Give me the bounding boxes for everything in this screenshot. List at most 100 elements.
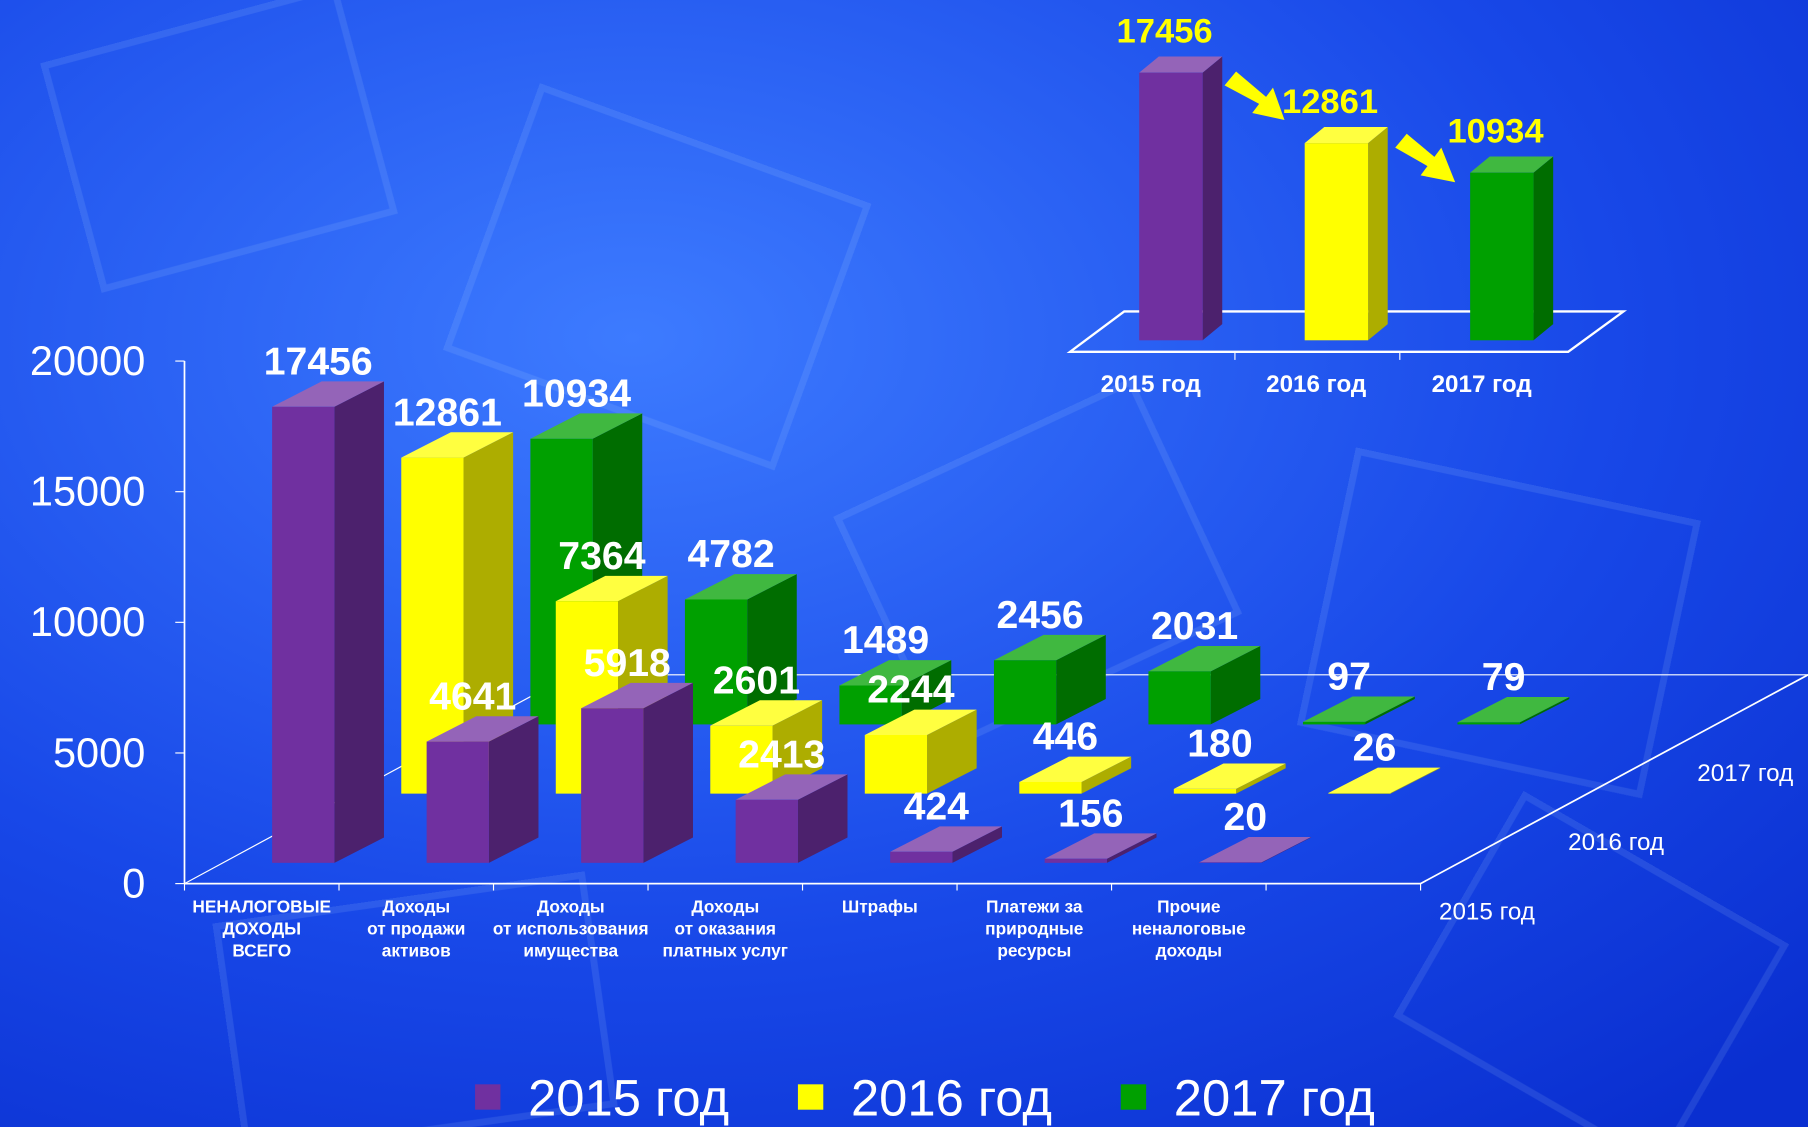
bar-side	[1236, 763, 1286, 794]
bar-side	[1210, 645, 1261, 725]
value-label: 7364	[558, 535, 645, 578]
x-tick-label: Доходы	[382, 896, 450, 916]
legend-swatch	[797, 1084, 824, 1110]
bar-front	[1139, 72, 1203, 341]
bar-front	[993, 660, 1057, 725]
value-label: 2413	[738, 733, 825, 776]
bar	[401, 432, 514, 794]
value-label: 26	[1353, 727, 1397, 770]
y-tick-label: 10000	[30, 598, 145, 645]
legend-label: 2017 год	[1174, 1069, 1375, 1126]
y-tick-label: 20000	[30, 337, 145, 384]
x-tick-label: от оказания	[675, 918, 777, 938]
bar-top	[1044, 833, 1157, 859]
bar	[1470, 156, 1554, 341]
bar-front	[1148, 671, 1211, 725]
x-tick-label: Платежи за	[986, 896, 1083, 916]
bar-top	[890, 826, 1003, 852]
value-label: 180	[1187, 723, 1252, 766]
bar-side	[1533, 156, 1554, 341]
inset-value-label: 12861	[1282, 83, 1378, 121]
bar	[1044, 833, 1157, 863]
x-tick-label: природные	[985, 918, 1084, 938]
value-label: 2244	[867, 669, 954, 712]
bar-top	[1328, 767, 1441, 793]
bar	[890, 826, 1003, 863]
bar-front	[1328, 792, 1391, 794]
value-label: 4641	[429, 675, 516, 718]
bar-top	[555, 575, 668, 602]
bar	[272, 381, 384, 863]
value-label: 17456	[264, 340, 373, 383]
bar-side	[952, 826, 1003, 863]
bar-front	[710, 725, 773, 794]
depth-label: 2016 год	[1568, 829, 1664, 856]
bar-top	[1470, 156, 1554, 173]
bar-side	[1202, 56, 1223, 341]
bar-top	[710, 700, 823, 726]
bar-top	[426, 716, 539, 742]
bar	[426, 716, 539, 863]
depth-label: 2017 год	[1697, 760, 1793, 787]
bar	[1148, 645, 1261, 725]
bar-front	[839, 685, 902, 725]
bar	[993, 634, 1106, 725]
bar-front	[1304, 143, 1369, 341]
bar-side	[901, 660, 952, 725]
value-label: 12861	[393, 391, 502, 434]
x-tick-label: от продажи	[367, 918, 465, 938]
trend-arrows	[1224, 71, 1456, 183]
x-tick-label: платных услуг	[663, 940, 788, 960]
value-label: 2601	[713, 659, 800, 702]
value-label: 156	[1058, 792, 1123, 835]
value-label: 10934	[522, 372, 631, 415]
bar	[710, 700, 823, 794]
bar-front	[1302, 721, 1366, 725]
bar-top	[1457, 696, 1570, 723]
bar	[1457, 696, 1570, 725]
x-tick-label: Доходы	[691, 896, 759, 916]
bar-side	[463, 432, 514, 794]
bar	[1139, 56, 1223, 341]
bar-front	[684, 599, 748, 725]
bar-front	[1457, 722, 1520, 725]
inset-floor	[1066, 310, 1628, 353]
bar-side	[747, 574, 797, 725]
bar	[1173, 763, 1286, 794]
bar	[1019, 756, 1132, 794]
inset-x-label: 2016 год	[1266, 371, 1366, 398]
bar	[735, 774, 848, 863]
bar-side	[797, 774, 848, 863]
bar-top	[1148, 645, 1261, 672]
bar-top	[839, 660, 952, 686]
bar-top	[684, 574, 797, 600]
bar-top	[401, 432, 514, 458]
x-tick-label: Доходы	[537, 896, 605, 916]
value-label: 20	[1224, 796, 1268, 839]
bar-side	[643, 682, 693, 863]
bar-front	[1199, 862, 1262, 863]
bar-top	[1302, 696, 1415, 722]
bar	[1199, 836, 1312, 863]
x-tick-label: активов	[382, 940, 451, 960]
x-tick-label: ДОХОДЫ	[222, 918, 301, 938]
bar-top	[1019, 756, 1132, 782]
bar-side	[772, 700, 823, 794]
bar-side	[1390, 767, 1441, 794]
bar	[581, 682, 693, 863]
bar-side	[1365, 696, 1415, 725]
x-tick-label: неналоговые	[1132, 918, 1246, 938]
x-tick-label: ресурсы	[997, 940, 1071, 960]
legend-label: 2016 год	[851, 1069, 1052, 1126]
bar-side	[1081, 756, 1132, 794]
value-label: 2456	[996, 594, 1083, 637]
inset-value-label: 10934	[1447, 113, 1544, 151]
x-tick-label: доходы	[1156, 940, 1222, 960]
value-label: 446	[1033, 716, 1098, 759]
bar-top	[581, 682, 693, 709]
bar-top	[272, 381, 384, 407]
legend-swatch	[475, 1084, 501, 1110]
value-label: 5918	[584, 642, 671, 685]
bar	[684, 574, 797, 725]
